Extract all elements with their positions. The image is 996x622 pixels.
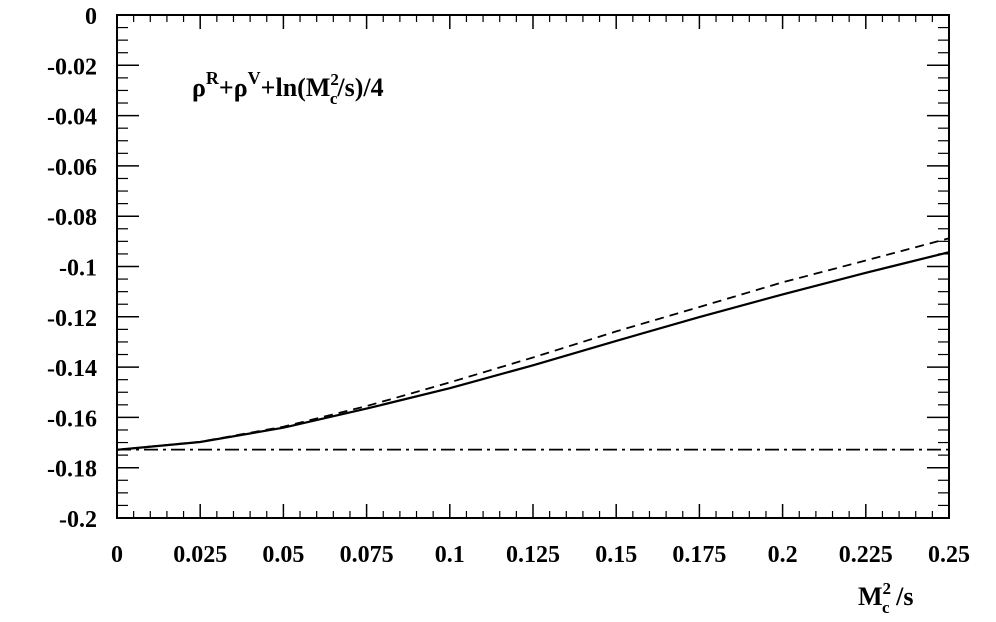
y-tick-label: -0.18: [47, 457, 97, 483]
x-tick-label: 0.175: [672, 542, 726, 568]
x-tick-label: 0.25: [928, 542, 970, 568]
series-line-solid: [116, 251, 950, 451]
y-tick-label: -0.02: [47, 54, 97, 80]
axis-ticks: [116, 14, 950, 519]
x-tick-labels: 0 0.025 0.05 0.075 0.1 0.125 0.15 0.175 0.2 0.225…: [111, 542, 970, 568]
x-tick-label: 0: [111, 542, 123, 568]
y-tick-labels: 0 -0.02 -0.04 -0.06 -0.08 -0.1 -0.12 -0.14 -0.16…: [47, 4, 97, 533]
y-tick-label: -0.2: [59, 507, 97, 533]
x-tick-label: 0.05: [262, 542, 304, 568]
x-tick-label: 0.075: [340, 542, 394, 568]
y-tick-label: -0.08: [47, 205, 97, 231]
x-tick-label: 0.2: [768, 542, 798, 568]
y-tick-label: -0.12: [47, 306, 97, 332]
series-line-dashed: [116, 237, 950, 451]
y-tick-label: -0.14: [47, 356, 97, 382]
x-tick-label: 0.125: [506, 542, 560, 568]
y-tick-label: -0.1: [59, 256, 97, 282]
y-tick-label: -0.06: [47, 155, 97, 181]
x-tick-label: 0.225: [839, 542, 893, 568]
y-tick-label: -0.16: [47, 406, 97, 432]
x-tick-label: 0.025: [173, 542, 227, 568]
x-tick-label: 0.1: [435, 542, 465, 568]
series-group: [116, 237, 950, 451]
x-axis-label: M2 c /s: [858, 579, 913, 617]
annotation-formula: ρR+ρV+ln(M2 c/s)/4: [192, 68, 384, 108]
y-tick-label: 0: [85, 4, 97, 30]
x-tick-label: 0.15: [595, 542, 637, 568]
y-tick-label: -0.04: [47, 105, 97, 131]
